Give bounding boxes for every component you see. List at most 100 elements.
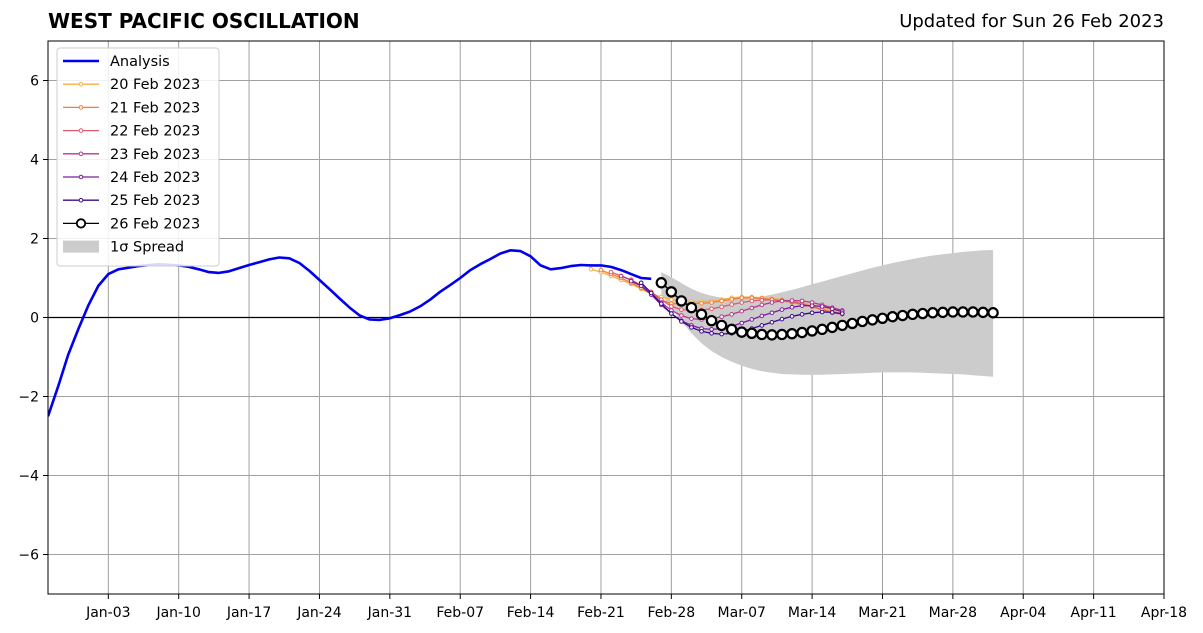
legend-entry: Analysis bbox=[63, 54, 170, 70]
forecast-point bbox=[729, 312, 734, 317]
forecast-point bbox=[977, 306, 989, 319]
x-tick-label: Mar-14 bbox=[788, 605, 836, 621]
legend-entry: 24 Feb 2023 bbox=[63, 170, 200, 186]
forecast-point bbox=[675, 295, 688, 307]
legend-marker bbox=[78, 81, 84, 87]
forecast-point bbox=[699, 329, 704, 334]
x-tick-label: Jan-24 bbox=[296, 605, 342, 621]
legend-entry: 26 Feb 2023 bbox=[63, 216, 200, 232]
x-tick-label: Apr-11 bbox=[1071, 605, 1117, 621]
forecast-point bbox=[648, 290, 654, 296]
forecast-point bbox=[729, 302, 734, 307]
legend-marker bbox=[78, 128, 84, 133]
x-tick-label: Jan-03 bbox=[85, 605, 130, 621]
forecast-point bbox=[759, 313, 765, 319]
legend-marker bbox=[78, 174, 84, 180]
x-tick-label: Feb-28 bbox=[648, 605, 696, 621]
forecast-point bbox=[937, 306, 949, 319]
forecast-point bbox=[779, 307, 785, 312]
forecast-point bbox=[699, 300, 704, 306]
forecast-point bbox=[695, 308, 708, 321]
x-tick-label: Jan-17 bbox=[226, 605, 271, 621]
y-tick-label: −2 bbox=[18, 390, 39, 406]
legend-entry: 22 Feb 2023 bbox=[63, 124, 200, 140]
legend-label: 25 Feb 2023 bbox=[110, 193, 200, 209]
forecast-point bbox=[588, 267, 594, 272]
forecast-point bbox=[789, 314, 795, 319]
forecast-point bbox=[655, 277, 667, 289]
forecast-point bbox=[709, 306, 714, 312]
x-tick-label: Mar-21 bbox=[858, 605, 906, 621]
analysis-line bbox=[48, 249, 652, 417]
forecast-point bbox=[756, 328, 768, 341]
forecast-point bbox=[786, 327, 798, 340]
forecast-point bbox=[719, 304, 724, 310]
y-tick-label: 4 bbox=[30, 153, 39, 169]
forecast-point bbox=[759, 323, 765, 328]
legend-box bbox=[56, 47, 220, 267]
forecast-point bbox=[967, 306, 979, 318]
forecast-point bbox=[749, 298, 755, 304]
legend-marker bbox=[78, 105, 84, 110]
forecast-point bbox=[638, 280, 644, 286]
spread-area bbox=[661, 250, 994, 377]
legend-label: 20 Feb 2023 bbox=[110, 77, 200, 93]
forecast-point bbox=[689, 325, 694, 330]
forecast-point bbox=[776, 328, 788, 341]
forecast-point bbox=[679, 313, 684, 318]
forecast-point bbox=[628, 278, 634, 284]
forecast-point bbox=[749, 317, 755, 322]
x-tick-label: Mar-28 bbox=[929, 605, 977, 621]
grid bbox=[48, 41, 1165, 594]
x-tick-label: Apr-04 bbox=[1000, 605, 1046, 621]
legend-entry: 1σ Spread bbox=[63, 240, 184, 256]
forecast-point bbox=[739, 320, 745, 326]
forecast-point bbox=[819, 309, 825, 315]
forecast-point bbox=[826, 321, 838, 334]
forecast-point bbox=[658, 301, 664, 306]
forecast-point bbox=[759, 302, 765, 308]
x-tick-label: Apr-18 bbox=[1141, 605, 1187, 621]
y-tick-label: 0 bbox=[30, 311, 39, 327]
x-tick-label: Feb-14 bbox=[507, 605, 555, 621]
forecast-point bbox=[715, 319, 728, 332]
forecast-point bbox=[669, 297, 674, 303]
forecast-point bbox=[779, 298, 785, 304]
forecast-point bbox=[806, 325, 818, 337]
forecast-point bbox=[917, 307, 929, 320]
forecast-point bbox=[779, 316, 785, 322]
forecast-point bbox=[947, 306, 959, 318]
y-tick-label: 2 bbox=[30, 232, 39, 248]
forecast-point bbox=[799, 303, 805, 308]
forecast-point bbox=[789, 298, 795, 303]
forecast-point bbox=[819, 304, 825, 309]
forecast-point bbox=[719, 331, 724, 337]
forecast-point bbox=[876, 312, 889, 324]
legend-marker bbox=[78, 197, 84, 203]
legend-label: 21 Feb 2023 bbox=[110, 100, 200, 116]
legend-label: 1σ Spread bbox=[110, 240, 184, 256]
forecast-point bbox=[769, 319, 775, 325]
forecast-point bbox=[987, 307, 999, 319]
forecast-point bbox=[709, 331, 714, 336]
chart-subtitle: Updated for Sun 26 Feb 2023 bbox=[899, 11, 1164, 32]
forecast-point bbox=[608, 269, 614, 275]
axis-ticks: −6 −4 −2 0 2 4 6 Jan-03 Jan-10 Jan-17 Jan-24 Jan-31… bbox=[18, 74, 1187, 622]
forecast-point bbox=[736, 326, 748, 338]
forecast-point bbox=[709, 327, 714, 332]
forecast-point bbox=[906, 308, 919, 321]
forecast-point bbox=[746, 327, 758, 339]
forecast-point bbox=[846, 317, 859, 330]
forecast-point bbox=[669, 304, 674, 309]
y-tick-label: −6 bbox=[18, 548, 39, 564]
legend: Analysis 20 Feb 2023 21 Feb 2023 22 Feb 202… bbox=[56, 47, 220, 267]
forecast-point bbox=[685, 301, 698, 314]
legend-entry: 20 Feb 2023 bbox=[63, 77, 200, 93]
forecast-point bbox=[886, 311, 899, 323]
legend-marker bbox=[75, 218, 87, 229]
forecast-point bbox=[809, 310, 815, 316]
forecast-point bbox=[679, 319, 684, 324]
forecast-point bbox=[689, 316, 694, 321]
forecast-point bbox=[759, 297, 765, 303]
